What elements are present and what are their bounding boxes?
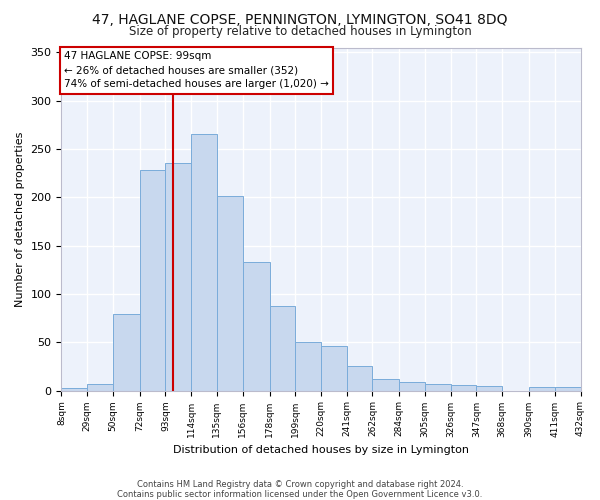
Text: Size of property relative to detached houses in Lymington: Size of property relative to detached ho… <box>128 25 472 38</box>
Text: 47, HAGLANE COPSE, PENNINGTON, LYMINGTON, SO41 8DQ: 47, HAGLANE COPSE, PENNINGTON, LYMINGTON… <box>92 12 508 26</box>
Bar <box>87 384 113 390</box>
Bar <box>321 346 347 391</box>
Bar <box>269 306 295 390</box>
Bar <box>425 384 451 390</box>
Y-axis label: Number of detached properties: Number of detached properties <box>15 132 25 306</box>
Bar <box>61 388 87 390</box>
Bar <box>529 386 555 390</box>
Bar <box>373 379 400 390</box>
Bar <box>166 162 191 390</box>
Bar <box>555 386 581 390</box>
Bar <box>242 262 269 390</box>
Bar <box>295 342 321 390</box>
Bar <box>451 385 476 390</box>
Bar <box>400 382 425 390</box>
Bar <box>217 196 242 390</box>
Text: Contains HM Land Registry data © Crown copyright and database right 2024.
Contai: Contains HM Land Registry data © Crown c… <box>118 480 482 499</box>
Bar <box>347 366 373 390</box>
Bar <box>191 134 217 390</box>
Bar <box>140 170 166 390</box>
X-axis label: Distribution of detached houses by size in Lymington: Distribution of detached houses by size … <box>173 445 469 455</box>
Bar <box>113 314 140 390</box>
Bar <box>476 386 502 390</box>
Text: 47 HAGLANE COPSE: 99sqm
← 26% of detached houses are smaller (352)
74% of semi-d: 47 HAGLANE COPSE: 99sqm ← 26% of detache… <box>64 52 329 90</box>
